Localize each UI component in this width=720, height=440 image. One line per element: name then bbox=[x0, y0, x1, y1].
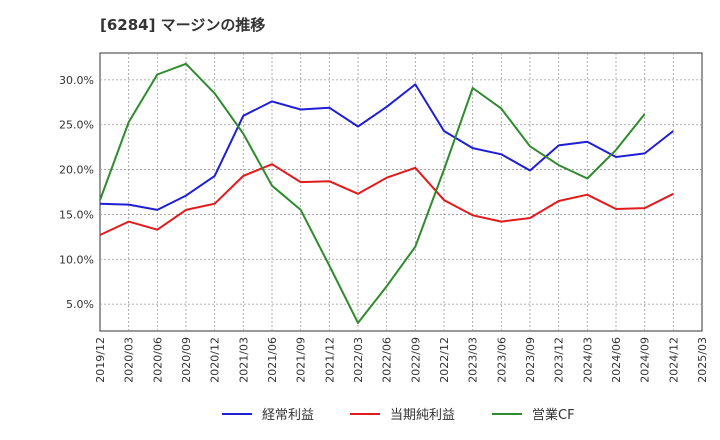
x-tick-label: 2023/06 bbox=[495, 337, 508, 383]
series-line-1 bbox=[99, 83, 674, 211]
x-tick-labels: 2019/12 2020/03 2020/06 2020/09 2020/12 2021/… bbox=[94, 337, 709, 383]
x-tick-label: 2020/03 bbox=[123, 337, 136, 383]
legend-label-3: 営業CF bbox=[532, 407, 575, 423]
x-tick-label: 2021/06 bbox=[266, 337, 279, 383]
y-tick-label: 15.0% bbox=[59, 208, 94, 221]
series-lines bbox=[99, 62, 674, 324]
x-tick-label: 2019/12 bbox=[94, 337, 107, 383]
x-tick-label: 2024/09 bbox=[639, 337, 652, 383]
y-tick-label: 30.0% bbox=[59, 74, 94, 87]
plot-area bbox=[99, 52, 703, 332]
y-tick-label: 5.0% bbox=[66, 298, 94, 311]
y-tick-label: 20.0% bbox=[59, 164, 94, 177]
y-tick-labels: 5.0% 10.0% 15.0% 20.0% 25.0% 30.0% bbox=[59, 74, 94, 311]
y-tick-label: 10.0% bbox=[59, 253, 94, 266]
series-line-3 bbox=[99, 62, 646, 324]
x-tick-label: 2020/06 bbox=[151, 337, 164, 383]
x-tick-label: 2021/03 bbox=[237, 337, 250, 383]
legend-label-2: 当期純利益 bbox=[390, 408, 455, 423]
x-tick-label: 2022/09 bbox=[409, 337, 422, 383]
x-tick-label: 2023/12 bbox=[553, 337, 566, 383]
x-tick-label: 2020/09 bbox=[180, 337, 193, 383]
x-tick-label: 2020/12 bbox=[209, 337, 222, 383]
legend-label-1: 経常利益 bbox=[262, 408, 314, 423]
series-line-2 bbox=[99, 163, 674, 236]
x-tick-label: 2021/09 bbox=[295, 337, 308, 383]
x-tick-label: 2024/12 bbox=[667, 337, 680, 383]
chart-title: [6284] マージンの推移 bbox=[100, 16, 266, 34]
y-tick-label: 25.0% bbox=[59, 119, 94, 132]
x-tick-label: 2022/03 bbox=[352, 337, 365, 383]
x-tick-label: 2021/12 bbox=[323, 337, 336, 383]
x-tick-label: 2024/06 bbox=[610, 337, 623, 383]
x-tick-label: 2023/03 bbox=[467, 337, 480, 383]
x-tick-label: 2024/03 bbox=[581, 337, 594, 383]
x-tick-label: 2025/03 bbox=[696, 337, 709, 383]
x-tick-label: 2023/09 bbox=[524, 337, 537, 383]
x-tick-label: 2022/12 bbox=[438, 337, 451, 383]
x-tick-label: 2022/06 bbox=[381, 337, 394, 383]
legend: 経常利益 当期純利益 営業CF bbox=[222, 407, 575, 423]
